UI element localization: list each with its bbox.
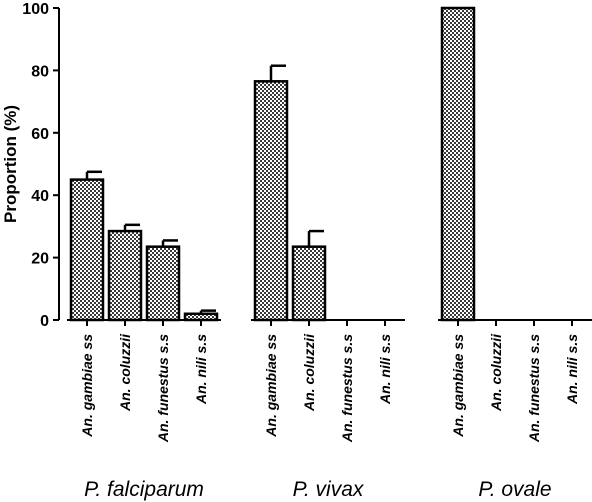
y-axis-label: Proportion (%) [1,105,20,223]
group-label: P. vivax [293,478,365,501]
x-category-label: An. coluzzii [488,333,504,412]
bar [183,312,219,322]
x-category-label: An. coluzzii [117,333,133,412]
y-tick-label: 0 [40,313,49,330]
labels: 0 20 40 60 80 100 Proportion (%) An. gambiae ss… [1,1,580,501]
x-category-label: An. funestus s.s [339,334,355,443]
bar [145,245,181,322]
x-category-label: An. nili s.s [564,334,580,405]
bar [440,6,476,322]
bar [107,229,143,322]
x-category-label: An. coluzzii [301,333,317,412]
y-tick-label: 60 [31,126,49,143]
x-category-label: An. funestus s.s [155,334,171,443]
y-tick-label: 100 [22,1,49,18]
x-category-label: An. gambiae ss [263,334,279,438]
x-category-label: An. gambiae ss [79,334,95,438]
x-category-label: An. nili s.s [377,334,393,405]
group-label: P. ovale [478,478,551,501]
bar [69,178,105,322]
group-label: P. falciparum [84,478,204,501]
y-tick-label: 80 [31,63,49,80]
y-tick-label: 20 [31,251,49,268]
bar [253,80,289,322]
x-category-label: An. funestus s.s [526,334,542,443]
bars [69,6,476,322]
x-category-label: An. gambiae ss [450,334,466,438]
y-tick-label: 40 [31,188,49,205]
x-category-label: An. nili s.s [193,334,209,405]
bar [291,245,327,322]
